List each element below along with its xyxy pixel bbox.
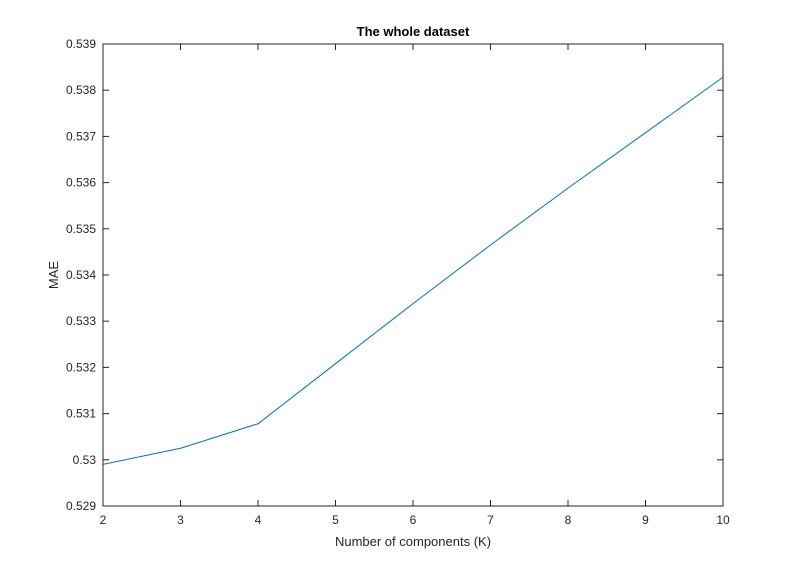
y-tick-label: 0.534 xyxy=(66,268,96,282)
y-tick-label: 0.539 xyxy=(66,37,96,51)
y-tick-label: 0.536 xyxy=(66,176,96,190)
y-tick-label: 0.537 xyxy=(66,129,96,143)
x-axis-label: Number of components (K) xyxy=(335,534,491,549)
y-axis-label: MAE xyxy=(46,261,61,290)
y-tick-label: 0.533 xyxy=(66,314,96,328)
y-tick-label: 0.532 xyxy=(66,360,96,374)
x-tick-label: 2 xyxy=(100,513,107,527)
y-tick-label: 0.535 xyxy=(66,222,96,236)
x-tick-label: 10 xyxy=(716,513,730,527)
x-tick-label: 6 xyxy=(410,513,417,527)
x-tick-label: 5 xyxy=(332,513,339,527)
x-tick-label: 3 xyxy=(177,513,184,527)
plot-area xyxy=(103,44,723,506)
x-tick-label: 9 xyxy=(642,513,649,527)
x-tick-label: 8 xyxy=(565,513,572,527)
series-layer xyxy=(102,76,724,465)
x-tick-label: 4 xyxy=(255,513,262,527)
chart-title: The whole dataset xyxy=(357,24,470,39)
series-line xyxy=(102,76,724,465)
y-tick-label: 0.529 xyxy=(66,499,96,513)
y-tick-label: 0.53 xyxy=(73,453,97,467)
x-tick-label: 7 xyxy=(487,513,494,527)
y-tick-label: 0.538 xyxy=(66,83,96,97)
x-axis-ticks: 2 3 4 5 6 7 8 9 10 xyxy=(100,44,730,527)
y-tick-label: 0.531 xyxy=(66,407,96,421)
plot-frame xyxy=(102,43,724,507)
